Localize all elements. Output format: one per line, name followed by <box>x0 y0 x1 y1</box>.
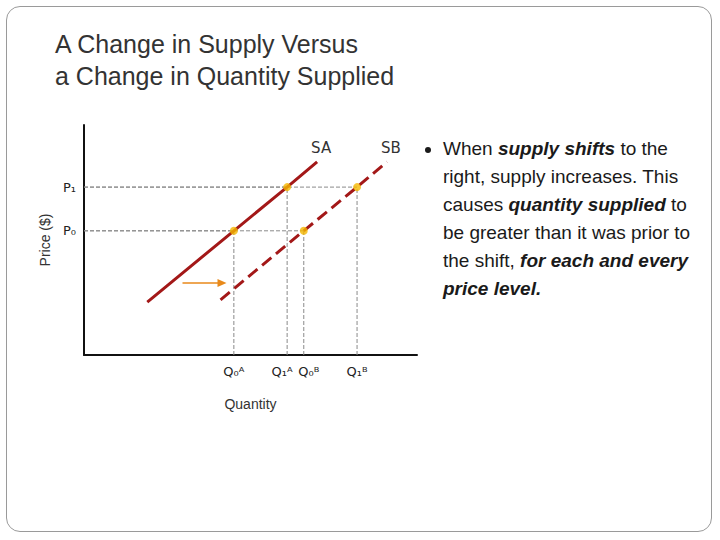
html-text:When supply shifts to the righ: When supply shifts to the right, supply … <box>443 138 691 299</box>
svg-text:P₀: P₀ <box>63 223 76 238</box>
html-text:A Change in Supply Versus a Ch: A Change in Supply Versus a Change in Qu… <box>55 30 395 90</box>
svg-text:P₁: P₁ <box>63 180 76 195</box>
svg-text:Q₁ᴬ: Q₁ᴬ <box>272 364 293 379</box>
svg-text:SA: SA <box>311 139 332 157</box>
svg-text:Price ($): Price ($) <box>37 214 53 267</box>
svg-text:SB: SB <box>381 139 401 157</box>
svg-text:Quantity: Quantity <box>224 396 276 412</box>
svg-text:Q₀ᴬ: Q₀ᴬ <box>223 364 244 379</box>
svg-text:Q₀ᴮ: Q₀ᴮ <box>298 364 319 379</box>
svg-text:Q₁ᴮ: Q₁ᴮ <box>347 364 368 379</box>
